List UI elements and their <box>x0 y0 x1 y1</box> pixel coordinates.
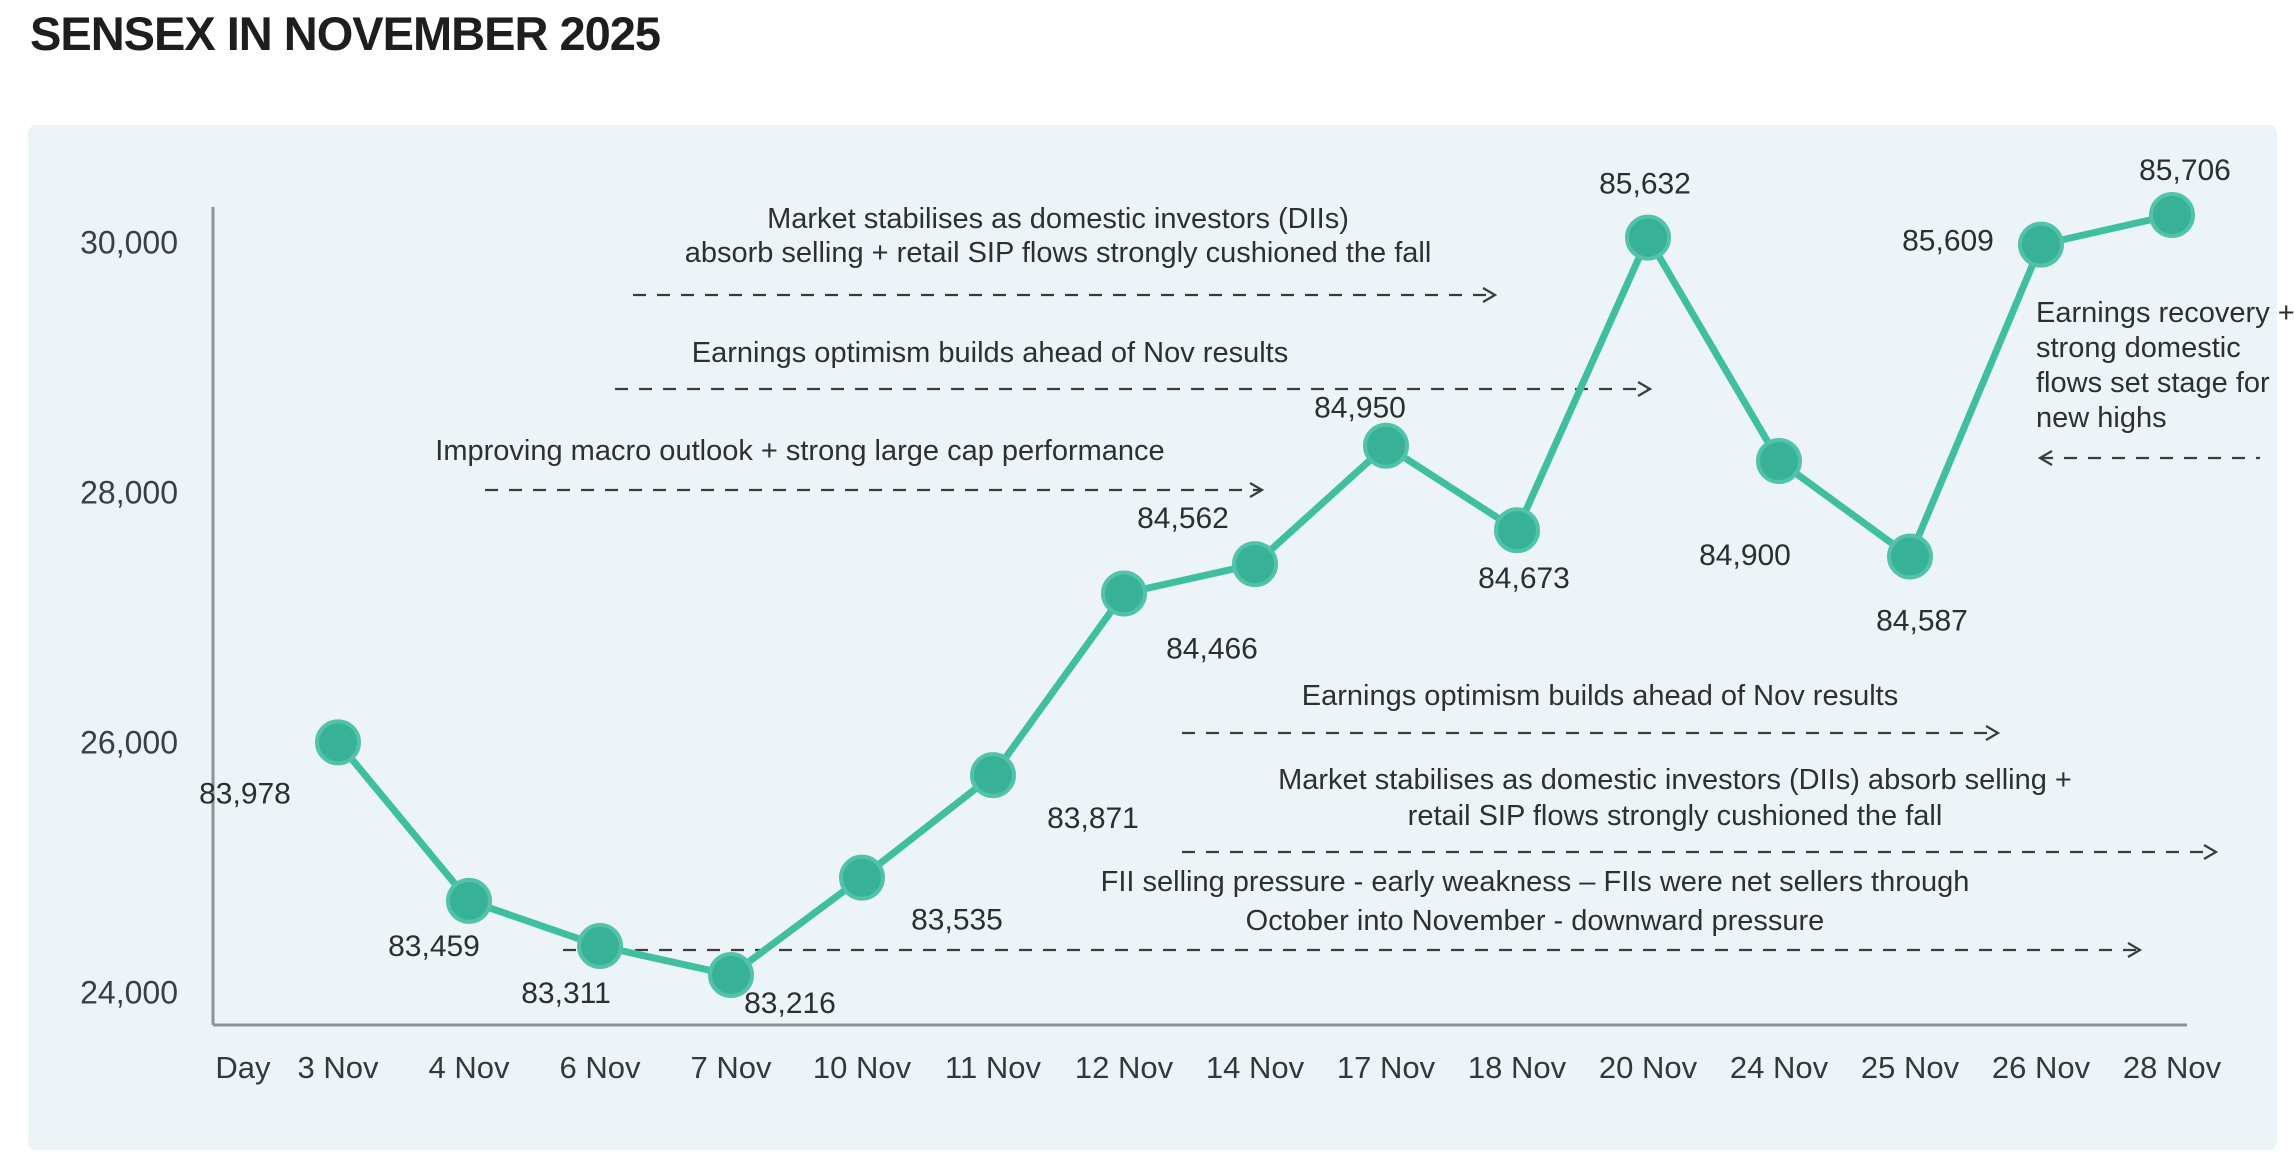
point-value-label: 85,609 <box>1902 225 1994 258</box>
point-value-label: 85,706 <box>2139 154 2231 187</box>
annotation-earnings-recovery: Earnings recovery +strong domesticflows … <box>2036 297 2294 466</box>
point-value-label: 84,673 <box>1478 562 1570 595</box>
annotation-earnings-optimism-bottom: Earnings optimism builds ahead of Nov re… <box>1182 680 2001 741</box>
x-tick-label: 14 Nov <box>1206 1050 1305 1085</box>
x-tick-label: 24 Nov <box>1730 1050 1829 1085</box>
data-point-12-nov <box>1101 570 1147 617</box>
point-value-label: 83,978 <box>199 777 291 810</box>
annotation-text: Earnings optimism builds ahead of Nov re… <box>1302 680 1898 712</box>
annotation-arrowhead <box>1249 482 1265 498</box>
annotation-text: new highs <box>2036 402 2167 434</box>
annotation-arrowhead <box>2203 844 2219 860</box>
data-point-4-nov <box>446 877 492 924</box>
point-value-label: 84,900 <box>1699 539 1791 572</box>
annotation-macro-outlook: Improving macro outlook + strong large c… <box>435 435 1265 498</box>
chart-panel <box>28 125 2277 1150</box>
annotation-text: strong domestic <box>2036 332 2241 364</box>
page-title: SENSEX IN NOVEMBER 2025 <box>30 7 661 60</box>
point-value-label: 83,459 <box>388 930 480 963</box>
annotation-text: retail SIP flows strongly cushioned the … <box>1408 800 1943 832</box>
x-tick-label: 28 Nov <box>2123 1050 2222 1085</box>
point-value-label: 83,216 <box>744 987 836 1020</box>
x-tick-label: 20 Nov <box>1599 1050 1698 1085</box>
x-tick-label: 12 Nov <box>1075 1050 1174 1085</box>
data-point-3-nov <box>315 719 361 766</box>
y-tick-label: 30,000 <box>80 224 178 260</box>
x-tick-label: 25 Nov <box>1861 1050 1960 1085</box>
data-point-28-nov <box>2149 192 2195 238</box>
data-point-7-nov <box>708 952 754 998</box>
data-point-10-nov <box>839 854 885 901</box>
data-point-14-nov <box>1232 541 1278 588</box>
point-value-label: 83,871 <box>1047 802 1139 835</box>
annotation-fii-selling: FII selling pressure - early weakness – … <box>563 866 2143 958</box>
x-tick-label: 26 Nov <box>1992 1050 2091 1085</box>
annotation-text: Market stabilises as domestic investors … <box>1278 764 2072 796</box>
x-tick-label: 11 Nov <box>945 1050 1041 1085</box>
y-tick-label: 28,000 <box>80 474 178 510</box>
annotation-text: Market stabilises as domestic investors … <box>767 203 1349 235</box>
point-value-label: 84,587 <box>1876 604 1968 637</box>
annotation-text: Improving macro outlook + strong large c… <box>435 435 1164 467</box>
annotation-arrowhead <box>2127 942 2143 958</box>
annotation-text: flows set stage for <box>2036 367 2270 399</box>
y-tick-label: 26,000 <box>80 724 178 760</box>
annotation-dii-cushion-bottom: Market stabilises as domestic investors … <box>1182 764 2219 860</box>
x-tick-label: 7 Nov <box>691 1050 772 1085</box>
annotation-text: Earnings recovery + <box>2036 297 2294 329</box>
data-point-18-nov <box>1494 507 1540 554</box>
annotation-arrowhead <box>1637 381 1653 397</box>
x-tick-label: 17 Nov <box>1337 1050 1436 1085</box>
point-value-label: 83,535 <box>911 904 1003 937</box>
x-tick-label: 6 Nov <box>560 1050 641 1085</box>
point-value-label: 84,562 <box>1137 502 1229 535</box>
x-tick-label: 10 Nov <box>813 1050 912 1085</box>
point-value-label: 83,311 <box>521 977 611 1010</box>
annotation-text: Earnings optimism builds ahead of Nov re… <box>692 337 1288 369</box>
annotation-dii-cushion-top: Market stabilises as domestic investors … <box>633 203 1498 303</box>
x-tick-label: 3 Nov <box>298 1050 379 1085</box>
point-value-label: 84,950 <box>1314 392 1406 425</box>
data-point-26-nov <box>2018 221 2064 268</box>
x-axis-day-label: Day <box>215 1050 271 1085</box>
annotation-arrowhead <box>1482 287 1498 303</box>
point-value-label: 84,466 <box>1166 632 1258 665</box>
data-point-25-nov <box>1887 533 1933 580</box>
point-value-label: 85,632 <box>1599 168 1691 201</box>
x-tick-label: 4 Nov <box>429 1050 510 1085</box>
annotation-text: FII selling pressure - early weakness – … <box>1101 866 1970 898</box>
data-point-24-nov <box>1756 438 1802 485</box>
data-point-17-nov <box>1363 422 1409 469</box>
annotation-text: absorb selling + retail SIP flows strong… <box>685 237 1432 269</box>
data-point-11-nov <box>970 752 1016 799</box>
annotation-earnings-optimism-top: Earnings optimism builds ahead of Nov re… <box>615 337 1653 397</box>
x-tick-label: 18 Nov <box>1468 1050 1567 1085</box>
data-point-20-nov <box>1625 214 1671 261</box>
data-point-6-nov <box>577 923 623 970</box>
annotation-arrowhead <box>1985 725 2001 741</box>
annotation-arrowhead <box>2037 450 2053 466</box>
y-tick-label: 24,000 <box>80 974 178 1010</box>
annotation-text: October into November - downward pressur… <box>1246 905 1825 937</box>
